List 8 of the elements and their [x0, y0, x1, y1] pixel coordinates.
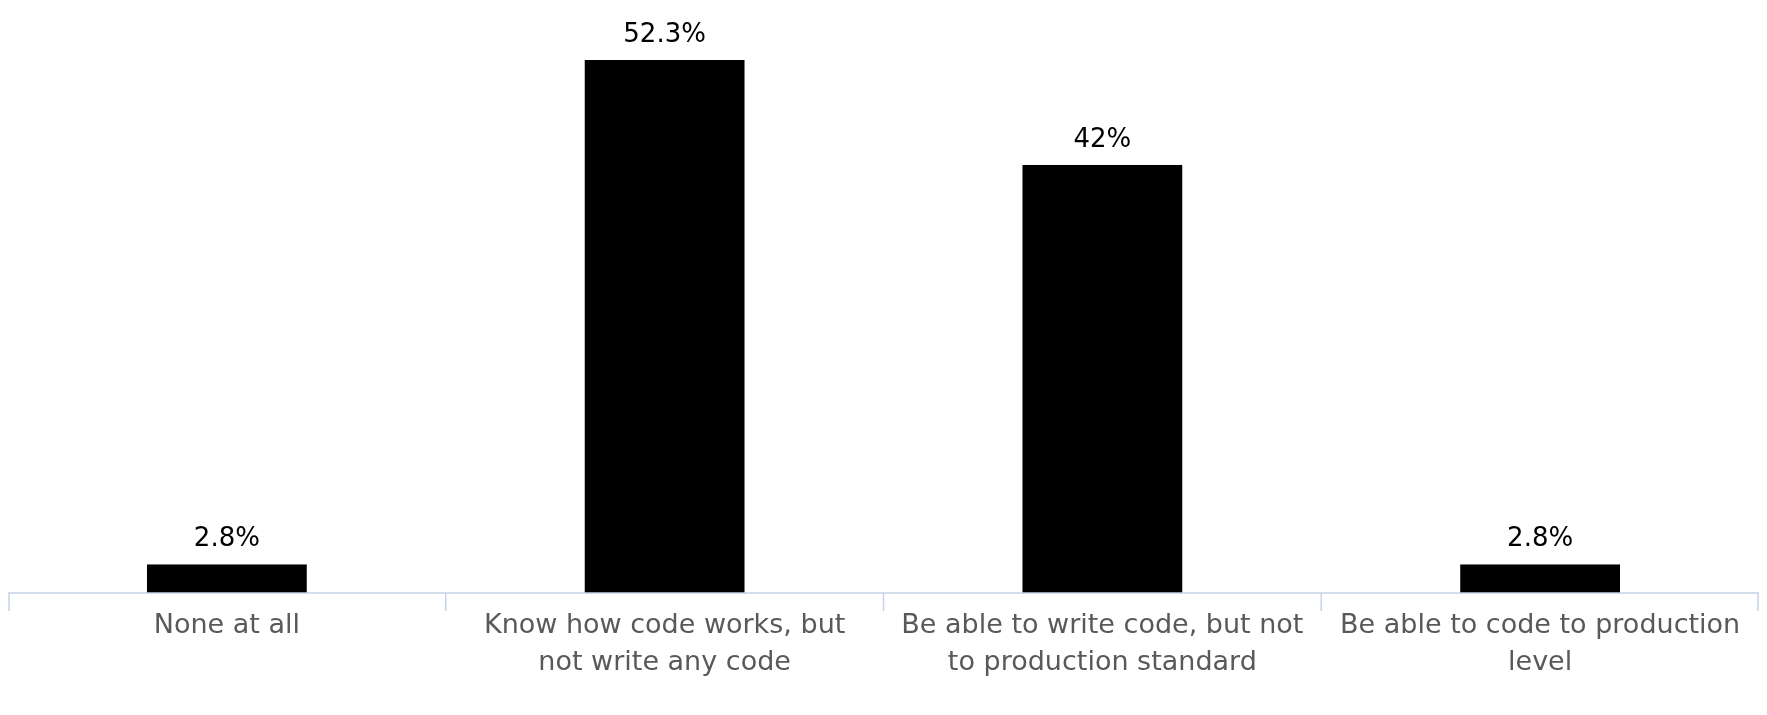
data-label: 42% — [1073, 122, 1132, 153]
data-label: 2.8% — [1507, 522, 1574, 553]
x-tick-label: None at all — [153, 608, 301, 639]
data-label: 52.3% — [623, 18, 706, 48]
x-tick-label: Be able to write code, but not to production standard — [901, 608, 1304, 676]
x-tick-label: Know how code works, but not write any code — [483, 608, 846, 676]
data-label: 2.8% — [193, 522, 260, 553]
x-tick-label: Be able to code to production level — [1340, 608, 1741, 676]
